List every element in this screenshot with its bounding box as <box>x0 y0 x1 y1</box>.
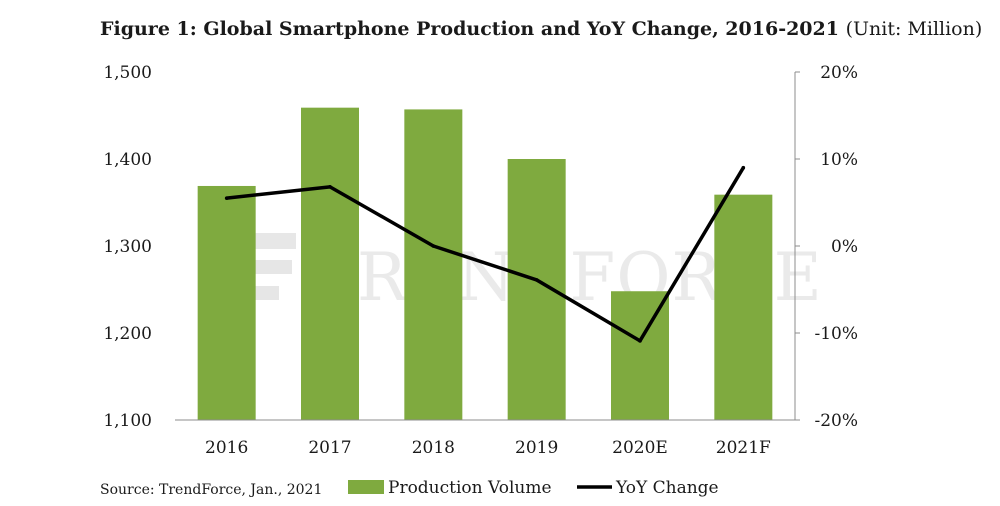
bar-2016 <box>197 185 256 420</box>
y-left-tick-label: 1,100 <box>103 411 152 431</box>
yoy-point-2017 <box>328 185 332 189</box>
chart-title-main: Figure 1: Global Smartphone Production a… <box>100 18 839 40</box>
bar-2020e <box>611 291 669 420</box>
bar-2021f <box>714 194 773 420</box>
x-tick-label: 2016 <box>205 438 248 458</box>
y-left-tick-label: 1,200 <box>103 324 152 344</box>
y-right-tick-label: 0% <box>831 237 858 257</box>
yoy-point-2018 <box>431 244 436 248</box>
yoy-change-line <box>226 166 745 343</box>
bar-2018 <box>404 109 463 420</box>
y-right-tick-label: -10% <box>814 324 858 344</box>
yoy-point-2020e <box>638 339 642 343</box>
legend-swatch-bar <box>348 480 384 494</box>
ticks-group: 2016 2017 2018 2019 2020E 2021F 1,100 1,200 1,30… <box>103 63 858 458</box>
chart-title-unit: (Unit: Million) <box>845 18 983 40</box>
y-right-tick-label: 20% <box>820 63 858 83</box>
yoy-point-2021f <box>741 165 746 170</box>
axes-group <box>175 71 800 421</box>
chart-title: Figure 1: Global Smartphone Production a… <box>100 18 982 40</box>
x-tick-label: 2017 <box>308 438 351 458</box>
y-right-tick-label: -20% <box>814 411 858 431</box>
y-left-tick-label: 1,500 <box>103 63 152 83</box>
y-left-tick-label: 1,400 <box>103 150 152 170</box>
legend: Production Volume YoY Change <box>348 478 719 498</box>
x-tick-label: 2020E <box>612 438 668 458</box>
y-right-tick-label: 10% <box>820 150 858 170</box>
bar-2019 <box>507 159 566 420</box>
y-left-tick-label: 1,300 <box>103 237 152 257</box>
x-tick-label: 2018 <box>412 438 455 458</box>
legend-label-bar: Production Volume <box>388 478 552 498</box>
yoy-point-2016 <box>224 196 229 200</box>
source-text: Source: TrendForce, Jan., 2021 <box>100 482 322 498</box>
legend-label-line: YoY Change <box>615 478 719 498</box>
yoy-point-2019 <box>534 278 539 282</box>
line-group <box>224 165 746 343</box>
x-tick-label: 2019 <box>515 438 558 458</box>
bar-2017 <box>301 107 359 421</box>
x-tick-label: 2021F <box>716 438 771 458</box>
